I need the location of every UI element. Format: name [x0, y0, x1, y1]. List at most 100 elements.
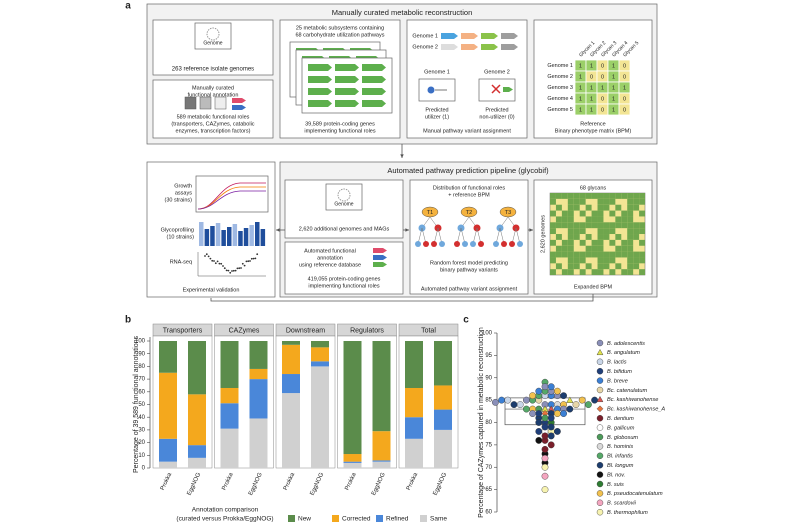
gene-arrow — [441, 33, 458, 39]
label: Genome 1 — [424, 69, 450, 75]
y-tick-label: 40 — [138, 415, 145, 421]
label: functional annotation — [188, 92, 239, 98]
y-tick-label: 70 — [485, 465, 492, 471]
expanded-cell — [621, 193, 628, 199]
row-label: Genome 4 — [547, 96, 573, 102]
expanded-cell — [555, 251, 562, 258]
label: utilizer (1) — [425, 114, 449, 120]
expanded-cell — [567, 245, 574, 252]
tree-node — [509, 241, 515, 247]
legend-label: Bl. infantis — [607, 454, 633, 460]
genome-icon — [325, 183, 363, 211]
expanded-cell — [621, 251, 628, 258]
volcano-dot — [254, 257, 257, 260]
data-point — [547, 383, 555, 391]
expanded-cell — [597, 222, 604, 229]
label: 2,620 additional genomes and MAGs — [299, 226, 390, 232]
expanded-cell — [597, 216, 604, 223]
expanded-cell — [555, 193, 562, 199]
tree-node — [517, 241, 523, 247]
expanded-cell — [603, 257, 610, 264]
y-tick-label: 60 — [138, 389, 145, 395]
data-point — [547, 432, 555, 440]
bar-segment — [220, 428, 239, 468]
arrow-head — [276, 228, 280, 232]
gene-arrow — [461, 33, 478, 39]
expanded-cell — [639, 210, 646, 217]
gene-arrow — [362, 100, 386, 107]
expanded-cell — [561, 239, 568, 246]
legend-marker — [596, 386, 604, 394]
expanded-cell — [585, 204, 592, 211]
expanded-cell — [609, 257, 616, 264]
label: implementing functional roles — [308, 283, 379, 289]
expanded-cell — [597, 239, 604, 246]
label: + reference BPM — [448, 192, 490, 198]
expanded-cell — [567, 204, 574, 211]
x-tick-label: Prokka — [221, 471, 235, 491]
data-point — [541, 423, 549, 431]
legend-label: Corrected — [342, 516, 371, 523]
label: Reference — [580, 121, 605, 127]
y-tick-label: 75 — [485, 442, 492, 448]
expanded-cell — [627, 193, 634, 199]
expanded-cell — [597, 228, 604, 235]
expanded-cell — [603, 234, 610, 240]
legend-marker — [596, 471, 604, 478]
expanded-cell — [591, 210, 598, 217]
legend-label: B. gallicum — [607, 425, 635, 431]
expanded-cell — [597, 198, 604, 205]
matrix-value: 1 — [612, 85, 615, 91]
label: T2 — [466, 210, 472, 216]
label: 25 metabolic subsystems containing — [296, 25, 384, 31]
legend-label: Refined — [386, 516, 409, 523]
profile-bar — [204, 229, 210, 246]
gene-arrow — [335, 76, 359, 83]
tree-node — [431, 241, 437, 247]
gene-arrow — [362, 64, 386, 71]
expanded-cell — [591, 222, 598, 229]
volcano-dot — [207, 255, 210, 258]
y-tick-label: 100 — [135, 339, 146, 345]
expanded-cell — [561, 193, 568, 199]
legend-marker — [596, 358, 604, 365]
label: using reference database — [299, 262, 361, 268]
expanded-cell — [550, 228, 556, 235]
matrix-value: 0 — [601, 63, 604, 69]
panel-label: c — [463, 315, 469, 326]
legend-marker — [596, 377, 604, 384]
legend-label: B. thermophilum — [607, 510, 648, 516]
label: T3 — [505, 210, 511, 216]
data-point — [547, 414, 555, 422]
data-point — [572, 401, 580, 408]
icon — [184, 96, 197, 110]
label: (transporters, CAZymes, catabolic — [171, 121, 254, 127]
legend-marker — [596, 433, 604, 441]
bar-segment — [159, 372, 177, 439]
gene-arrow — [308, 76, 332, 83]
matrix-value: 0 — [623, 63, 626, 69]
expanded-cell — [633, 263, 640, 270]
volcano-dot — [234, 269, 237, 272]
y-tick-label: 30 — [138, 427, 145, 433]
label: non-utilizer (0) — [479, 114, 514, 120]
expanded-cell — [550, 251, 556, 258]
section-title: Manually curated metabolic reconstructio… — [332, 8, 473, 17]
expanded-cell — [567, 222, 574, 229]
expanded-cell — [597, 234, 604, 240]
matrix-value: 1 — [612, 107, 615, 113]
expanded-cell — [567, 198, 574, 205]
bar-segment — [311, 366, 329, 468]
legend-swatch — [376, 515, 383, 522]
expanded-cell — [639, 198, 646, 205]
label: Manual pathway variant assignment — [423, 128, 511, 134]
data-point — [547, 423, 555, 431]
matrix-value: 1 — [590, 63, 593, 69]
legend-marker — [596, 462, 604, 469]
label: T1 — [427, 210, 433, 216]
label: Manually curated — [192, 85, 234, 91]
volcano-dot — [245, 260, 248, 263]
gene-arrow — [441, 44, 458, 50]
data-point — [547, 441, 555, 449]
bar-segment — [159, 438, 177, 462]
